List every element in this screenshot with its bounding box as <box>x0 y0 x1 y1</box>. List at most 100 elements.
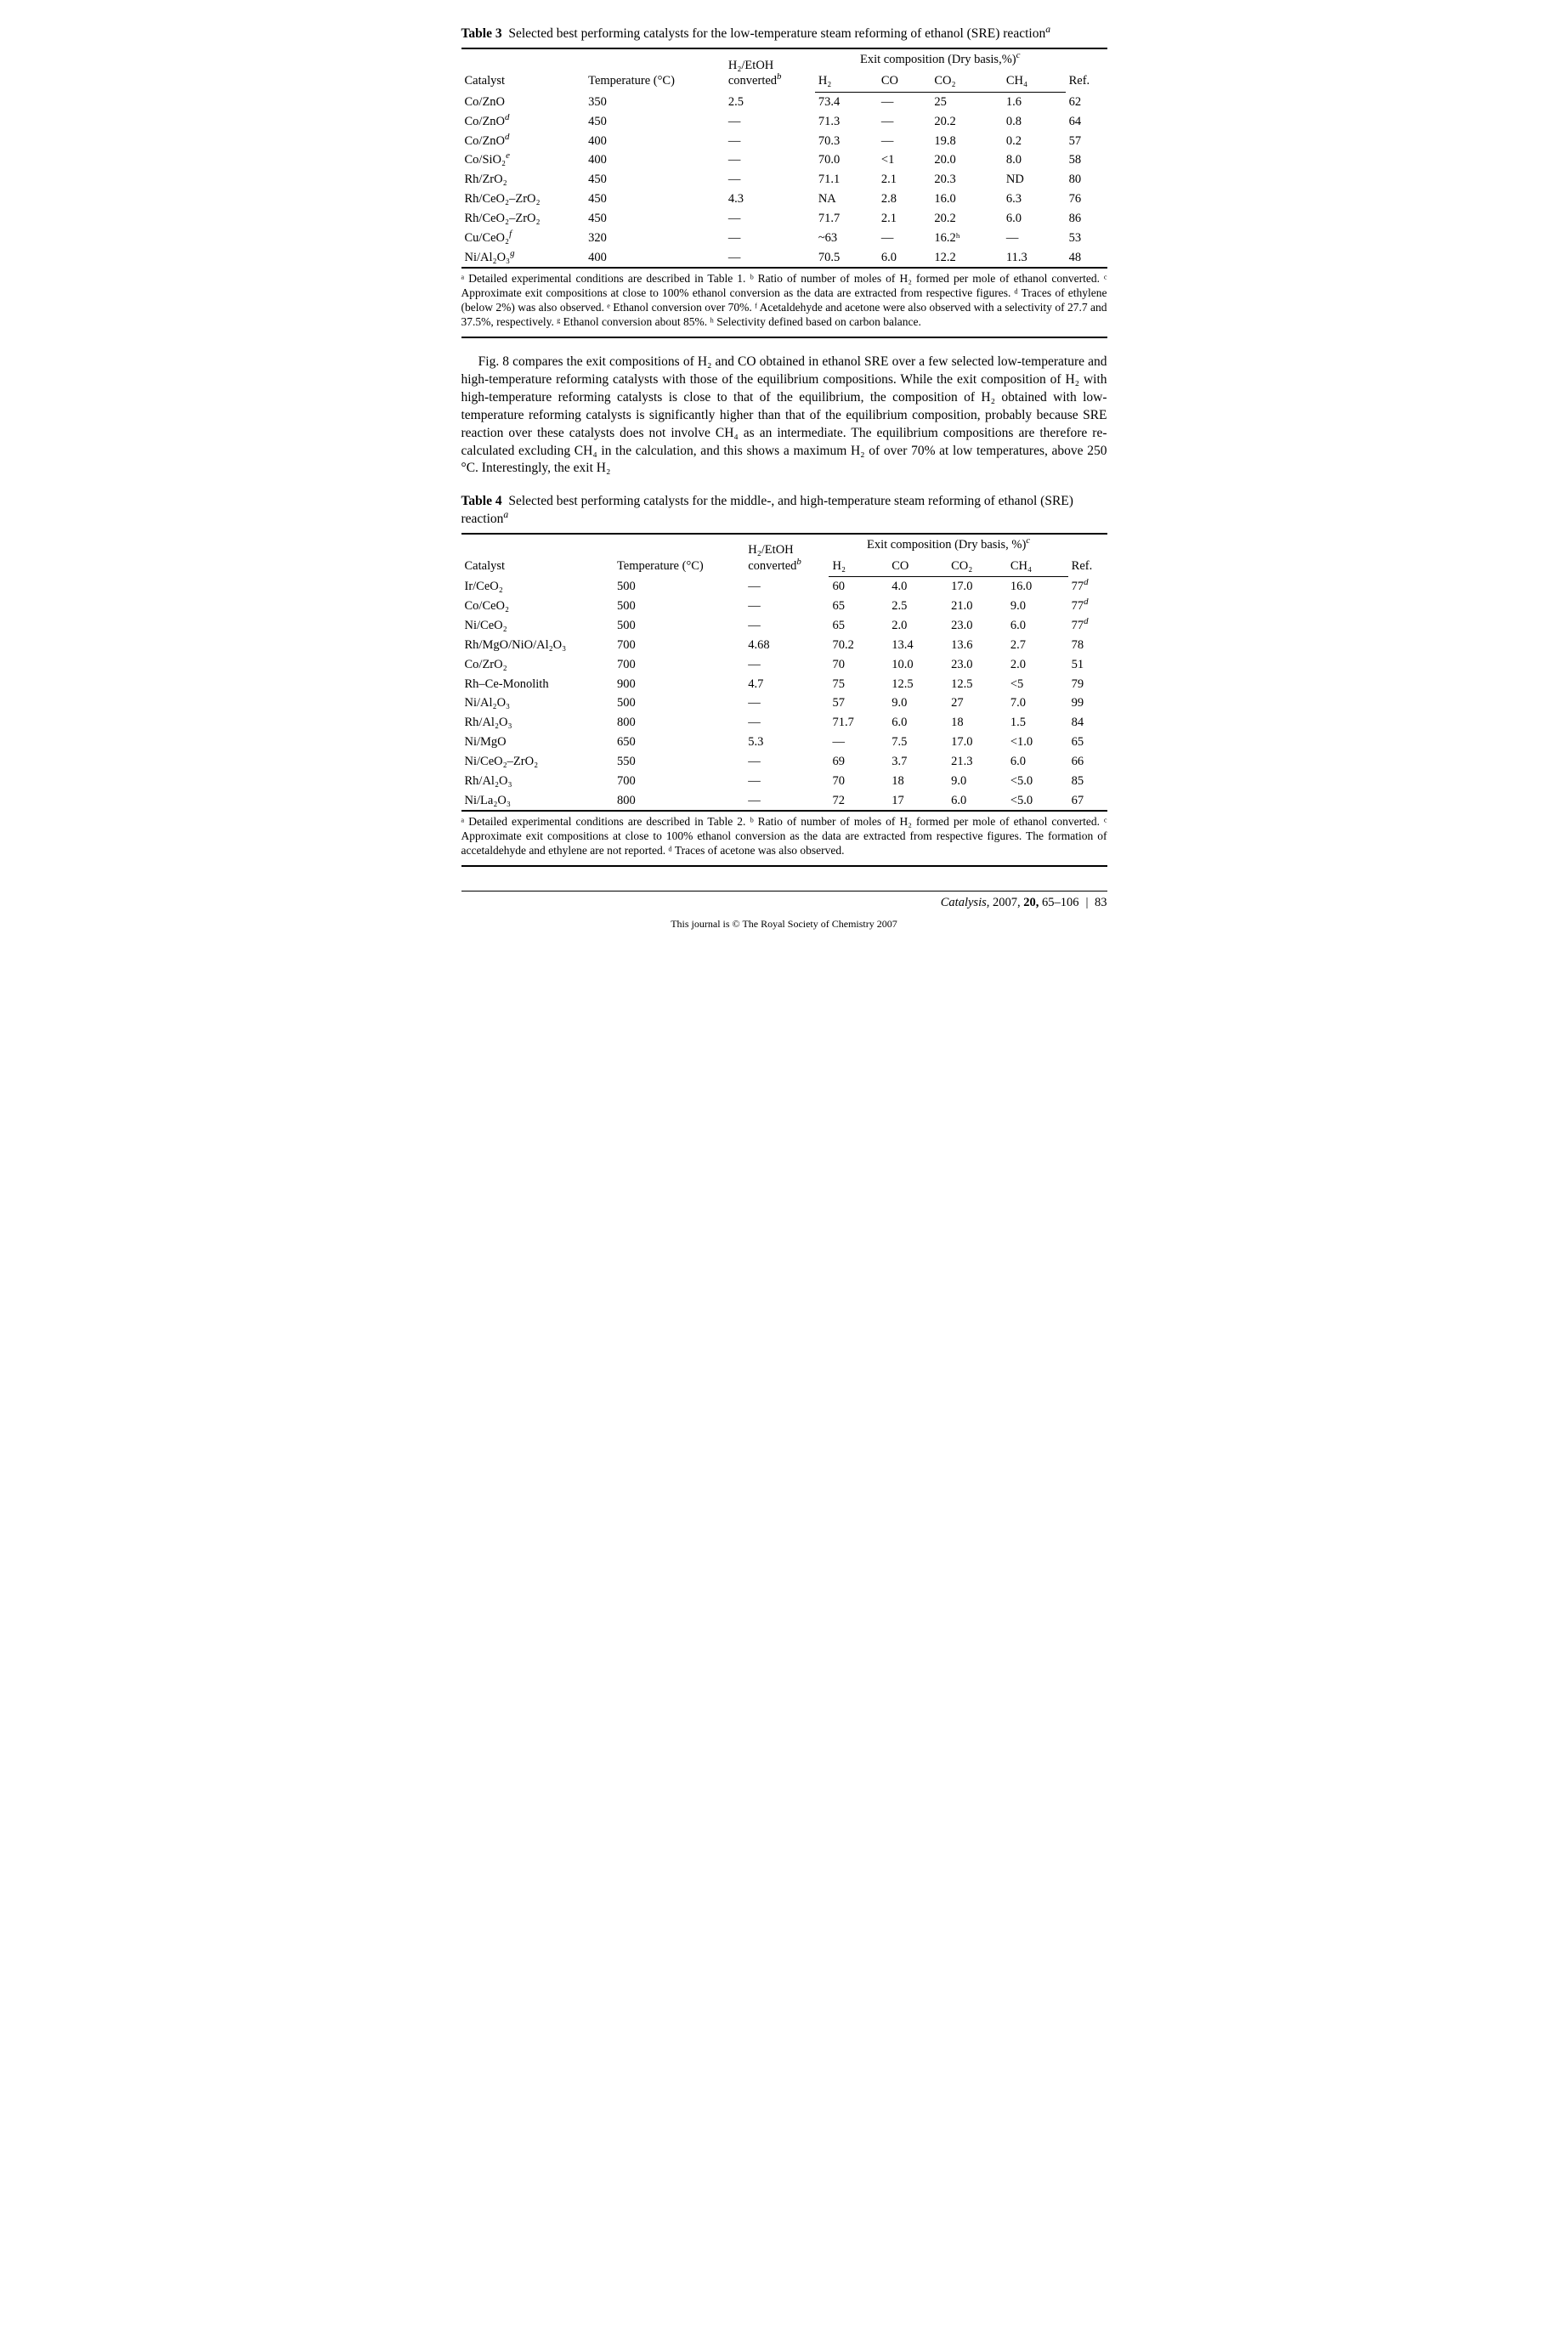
cell-ref: 80 <box>1066 170 1107 190</box>
col-h2: H₂ <box>829 556 888 577</box>
cell-catalyst: Rh/Al₂O₃ <box>461 713 614 733</box>
table-row: Co/CeO₂500—652.521.09.077d <box>461 597 1107 616</box>
cell-co: — <box>878 229 931 248</box>
table4-label: Table 4 <box>461 494 502 508</box>
cell-ref: 66 <box>1068 752 1107 772</box>
cell-co2: 21.0 <box>948 597 1007 616</box>
cell-ref: 86 <box>1066 209 1107 229</box>
cell-temp: 700 <box>614 655 744 675</box>
cell-ch4: 6.0 <box>1007 752 1068 772</box>
col-temp: Temperature (°C) <box>614 534 744 577</box>
table-row: Co/ZrO₂700—7010.023.02.051 <box>461 655 1107 675</box>
col-co: CO <box>888 556 948 577</box>
cell-catalyst: Rh/MgO/NiO/Al₂O₃ <box>461 636 614 655</box>
table-row: Ni/CeO₂–ZrO₂550—693.721.36.066 <box>461 752 1107 772</box>
table-row: Rh/CeO₂–ZrO₂4504.3NA2.816.06.376 <box>461 190 1107 209</box>
cell-ch4: — <box>1003 229 1066 248</box>
col-h2etoh: H₂/EtOH convertedb <box>725 48 815 92</box>
cell-co: 10.0 <box>888 655 948 675</box>
cell-h2: ~63 <box>815 229 878 248</box>
cell-h2: 70 <box>829 772 888 791</box>
cell-ch4: 6.3 <box>1003 190 1066 209</box>
cell-temp: 500 <box>614 577 744 597</box>
cell-co2: 20.2 <box>931 112 1002 132</box>
cell-catalyst: Co/ZnOd <box>461 112 586 132</box>
cell-co2: 13.6 <box>948 636 1007 655</box>
table-row: Rh/ZrO₂450—71.12.120.3ND80 <box>461 170 1107 190</box>
cell-conv: — <box>725 229 815 248</box>
table-row: Rh/CeO₂–ZrO₂450—71.72.120.26.086 <box>461 209 1107 229</box>
cell-conv: — <box>744 713 829 733</box>
cell-h2: 57 <box>829 693 888 713</box>
cell-co2: 20.2 <box>931 209 1002 229</box>
cell-co2: 20.3 <box>931 170 1002 190</box>
cell-conv: — <box>744 752 829 772</box>
cell-temp: 500 <box>614 616 744 636</box>
cell-ch4: <1.0 <box>1007 733 1068 752</box>
cell-catalyst: Rh/CeO₂–ZrO₂ <box>461 209 586 229</box>
table3-footnotes: ᵃ Detailed experimental conditions are d… <box>461 269 1107 338</box>
cell-ref: 76 <box>1066 190 1107 209</box>
cell-h2: 72 <box>829 791 888 812</box>
cell-h2: 70.0 <box>815 150 878 170</box>
table3-caption: Table 3 Selected best performing catalys… <box>461 25 1107 42</box>
cell-conv: 4.68 <box>744 636 829 655</box>
cell-ch4: 1.6 <box>1003 92 1066 111</box>
table-row: Cu/CeO₂f320—~63—16.2ʰ—53 <box>461 229 1107 248</box>
cell-ch4: 0.2 <box>1003 132 1066 151</box>
cell-ref: 62 <box>1066 92 1107 111</box>
cell-temp: 900 <box>614 675 744 694</box>
cell-temp: 450 <box>585 190 725 209</box>
table-row: Ir/CeO₂500—604.017.016.077d <box>461 577 1107 597</box>
cell-h2: 60 <box>829 577 888 597</box>
table-row: Ni/Al₂O₃g400—70.56.012.211.348 <box>461 248 1107 269</box>
cell-ch4: 7.0 <box>1007 693 1068 713</box>
table4: Catalyst Temperature (°C) H₂/EtOH conver… <box>461 533 1107 812</box>
copyright: This journal is © The Royal Society of C… <box>461 918 1107 931</box>
cell-co: 2.5 <box>888 597 948 616</box>
col-exit-group: Exit composition (Dry basis, %)c <box>829 534 1067 556</box>
cell-catalyst: Rh/ZrO₂ <box>461 170 586 190</box>
cell-conv: — <box>725 248 815 269</box>
cell-ch4: 2.0 <box>1007 655 1068 675</box>
cell-co2: 18 <box>948 713 1007 733</box>
cell-co: — <box>878 112 931 132</box>
cell-ref: 84 <box>1068 713 1107 733</box>
table-row: Co/SiO₂e400—70.0<120.08.058 <box>461 150 1107 170</box>
cell-co: 3.7 <box>888 752 948 772</box>
cell-temp: 450 <box>585 112 725 132</box>
cell-catalyst: Ni/Al₂O₃g <box>461 248 586 269</box>
col-ref: Ref. <box>1068 534 1107 577</box>
cell-h2: 70.3 <box>815 132 878 151</box>
cell-co: 13.4 <box>888 636 948 655</box>
cell-conv: — <box>744 577 829 597</box>
table-row: Ni/MgO6505.3—7.517.0<1.065 <box>461 733 1107 752</box>
cell-conv: — <box>725 150 815 170</box>
cell-co: 2.1 <box>878 170 931 190</box>
table-row: Rh/Al₂O₃800—71.76.0181.584 <box>461 713 1107 733</box>
col-ch4: CH₄ <box>1003 71 1066 92</box>
cell-h2: 71.7 <box>829 713 888 733</box>
cell-temp: 650 <box>614 733 744 752</box>
cell-ch4: 9.0 <box>1007 597 1068 616</box>
cell-ch4: <5.0 <box>1007 791 1068 812</box>
cell-co2: 27 <box>948 693 1007 713</box>
cell-temp: 400 <box>585 248 725 269</box>
cell-co2: 23.0 <box>948 655 1007 675</box>
cell-co2: 21.3 <box>948 752 1007 772</box>
cell-co: 6.0 <box>878 248 931 269</box>
cell-conv: — <box>744 693 829 713</box>
table-row: Rh/Al₂O₃700—70189.0<5.085 <box>461 772 1107 791</box>
body-paragraph: Fig. 8 compares the exit compositions of… <box>461 354 1107 478</box>
cell-ch4: 16.0 <box>1007 577 1068 597</box>
cell-co2: 6.0 <box>948 791 1007 812</box>
cell-conv: — <box>725 132 815 151</box>
cell-co2: 12.5 <box>948 675 1007 694</box>
table4-footnotes: ᵃ Detailed experimental conditions are d… <box>461 812 1107 867</box>
table3-caption-text: Selected best performing catalysts for t… <box>508 26 1045 41</box>
cell-catalyst: Cu/CeO₂f <box>461 229 586 248</box>
cell-temp: 450 <box>585 209 725 229</box>
col-temp: Temperature (°C) <box>585 48 725 92</box>
cell-ref: 78 <box>1068 636 1107 655</box>
cell-catalyst: Ni/CeO₂–ZrO₂ <box>461 752 614 772</box>
